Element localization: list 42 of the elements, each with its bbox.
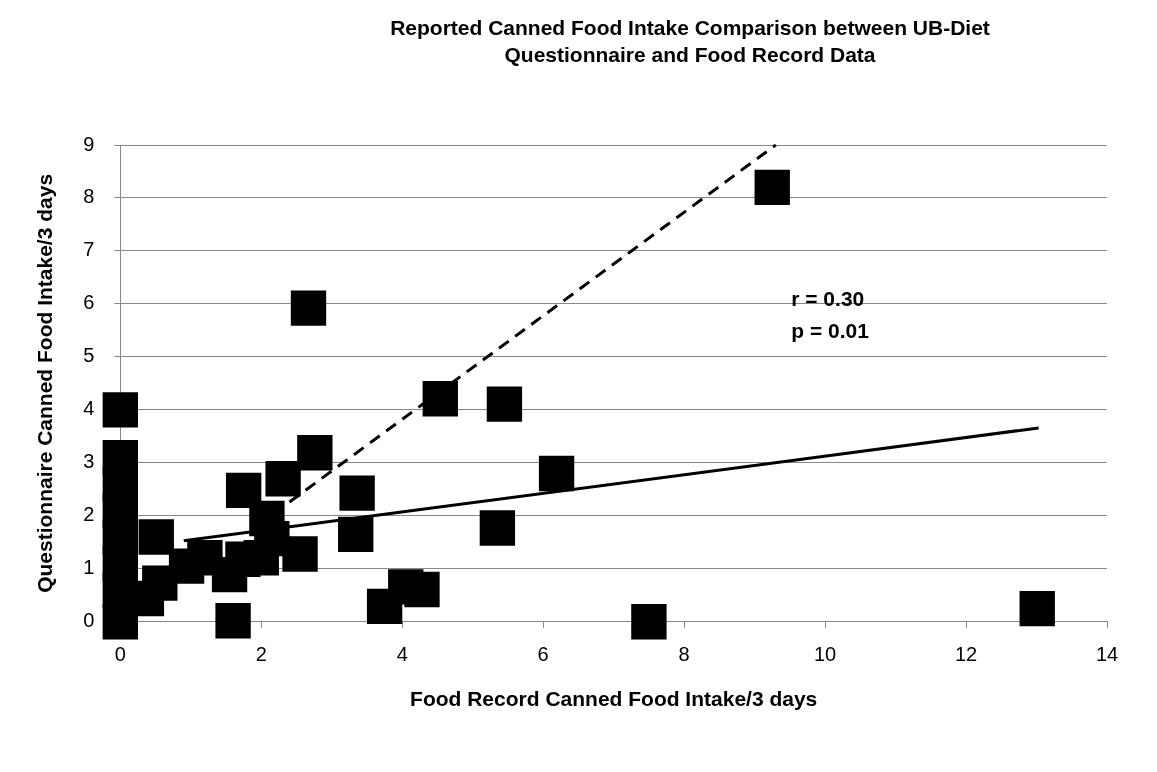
point: [422, 381, 458, 417]
y-tick-label: 6: [83, 291, 95, 314]
point: [215, 603, 251, 639]
point: [290, 290, 327, 326]
y-tick-label: 2: [83, 503, 95, 526]
point: [138, 519, 174, 555]
y-tick-label: 0: [83, 609, 95, 632]
point: [102, 392, 138, 428]
y-tick-label: 3: [83, 450, 95, 473]
y-tick-label: 7: [83, 238, 95, 261]
y-tick-label: 5: [83, 344, 95, 367]
y-tick-label: 4: [83, 397, 95, 420]
y-tick-label: 1: [83, 556, 95, 579]
annotation: r = 0.30: [791, 286, 865, 310]
point: [297, 435, 333, 471]
point: [479, 510, 516, 546]
point: [404, 571, 440, 608]
point: [102, 604, 138, 640]
x-tick-label: 8: [678, 643, 690, 666]
x-tick-label: 0: [114, 643, 126, 666]
chart-title: Reported Canned Food Intake Comparison between UB-Diet Questionnaire and Food Record Data: [389, 15, 991, 68]
x-tick-label: 10: [813, 643, 837, 666]
annotation: p = 0.01: [791, 318, 870, 342]
y-tick-label: 8: [83, 185, 95, 208]
point: [339, 475, 375, 511]
y-tick-label: 9: [83, 132, 95, 155]
point: [338, 516, 374, 553]
point: [754, 169, 790, 206]
x-tick-label: 2: [255, 643, 267, 666]
point: [486, 386, 523, 422]
x-tick-label: 14: [1095, 643, 1119, 666]
point: [631, 604, 667, 640]
point: [282, 536, 318, 572]
point: [265, 461, 301, 497]
x-tick-label: 6: [537, 643, 549, 666]
x-axis-title: Food Record Canned Food Intake/3 days: [410, 687, 818, 711]
x-tick-label: 12: [954, 643, 978, 666]
y-axis-title: Questionnaire Canned Food Intake/3 days: [33, 173, 57, 593]
point: [1019, 590, 1055, 627]
point: [225, 472, 262, 509]
x-tick-label: 4: [396, 643, 408, 666]
point: [538, 455, 575, 492]
